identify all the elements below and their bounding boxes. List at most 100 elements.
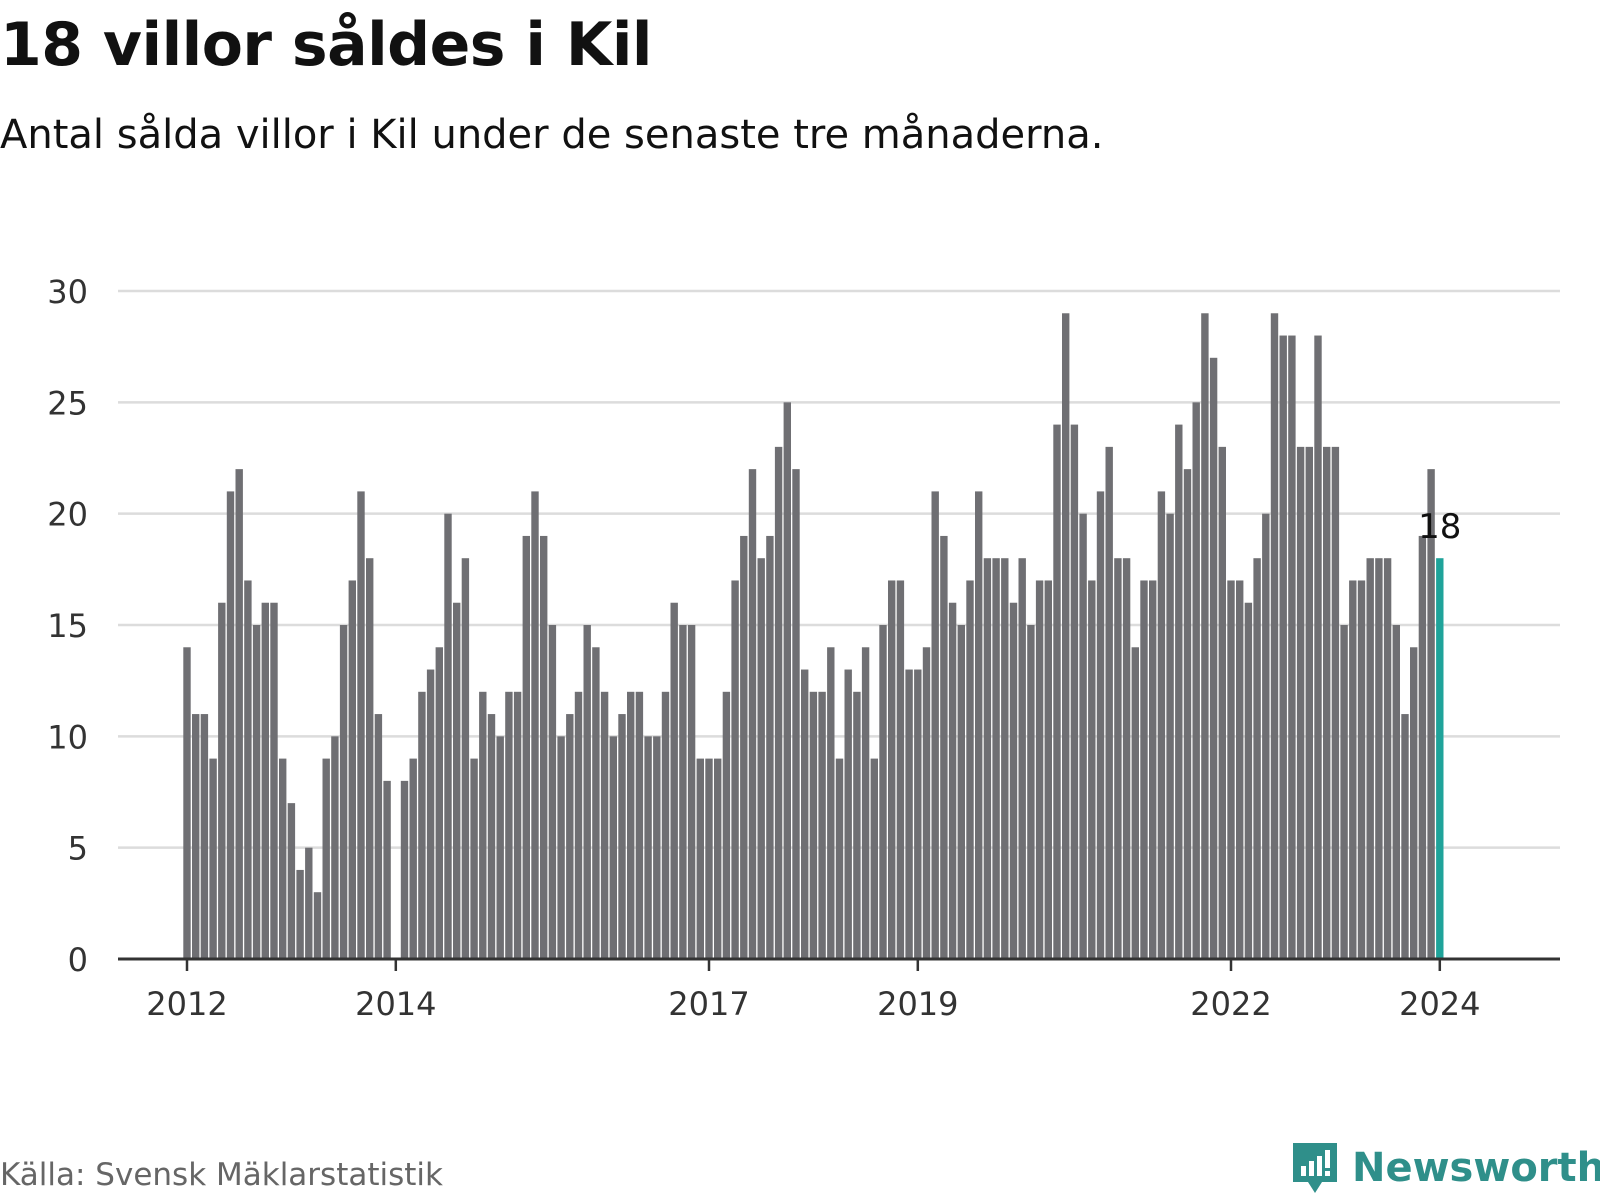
bar [1227,580,1235,959]
bar [653,736,661,959]
bar [1349,580,1357,959]
bar [192,714,200,959]
x-tick-label: 2012 [146,985,227,1023]
bar [566,714,574,959]
bar [1288,335,1296,959]
bar [740,535,748,959]
bar [818,691,826,959]
bar [583,625,591,959]
bar [574,691,583,959]
bar [696,758,704,959]
bar [679,625,687,959]
bar [983,558,992,959]
y-tick-label: 30 [47,273,88,311]
bar [218,602,226,959]
x-tick-label: 2019 [877,985,958,1023]
bar [383,780,391,959]
bar [1079,513,1087,959]
bar [1183,469,1192,959]
bar [400,780,409,959]
bar [1305,446,1313,959]
bar [322,758,330,959]
bar [1035,580,1044,959]
bar [1053,424,1061,960]
bar [209,758,217,959]
bar [766,535,774,959]
bar [1314,335,1322,959]
source-note: Källa: Svensk Mäklarstatistik [0,1157,443,1193]
chart-title: 18 villor såldes i Kil [0,10,653,80]
bar [244,580,252,959]
bar [548,625,557,959]
bar [200,714,209,959]
bar [522,535,530,959]
bar [844,669,852,959]
bar [183,647,191,959]
bar [235,469,243,959]
bar [1253,558,1261,959]
newsworthy-logo-icon [1293,1143,1337,1193]
bar [922,647,931,959]
bar [1427,469,1435,959]
bar [931,491,939,959]
bar [357,491,365,959]
bar [827,647,835,959]
bar [513,691,522,959]
bar [366,558,374,959]
bar [279,758,287,959]
bar [1366,558,1374,959]
bar [1105,446,1113,959]
bar [1166,513,1174,959]
y-tick-label: 10 [47,718,88,756]
bar [305,847,313,959]
bar [870,758,878,959]
bar [1175,424,1183,960]
bar [1201,313,1209,959]
bar [635,691,644,959]
bar [479,691,487,959]
bar [1096,491,1105,959]
bar [557,736,565,959]
bar [1244,602,1253,959]
bar [313,892,322,959]
bar [774,446,783,959]
bar [1418,535,1427,959]
bar [339,625,348,959]
bar [1401,714,1409,959]
bar [992,558,1000,959]
bar [1331,446,1340,959]
bar [888,580,896,959]
y-tick-label: 5 [68,830,88,868]
bar [418,691,426,959]
bar [461,558,470,959]
y-tick-label: 0 [68,941,88,979]
bar [1070,424,1079,960]
bar [1383,558,1392,959]
bar [470,758,478,959]
bar [809,691,818,959]
bar [1192,402,1200,959]
brand-name: Newsworthy [1352,1145,1600,1191]
bar [957,625,965,959]
bar [592,647,600,959]
bar [905,669,913,959]
bar [1157,491,1166,959]
bar [487,714,496,959]
bar [1062,313,1070,959]
bar [1279,335,1287,959]
brand-logo: Newsworthy [1290,1140,1600,1196]
bar [374,714,383,959]
bar [714,758,722,959]
bar [1088,580,1096,959]
bar [801,669,809,959]
bar [261,602,269,959]
bar [1262,513,1270,959]
y-tick-label: 25 [47,384,88,422]
chart-subtitle: Antal sålda villor i Kil under de senast… [0,112,1104,158]
bar [853,691,861,959]
bar [1149,580,1157,959]
bar [618,714,626,959]
bar [835,758,844,959]
bar [348,580,356,959]
bar [722,691,731,959]
